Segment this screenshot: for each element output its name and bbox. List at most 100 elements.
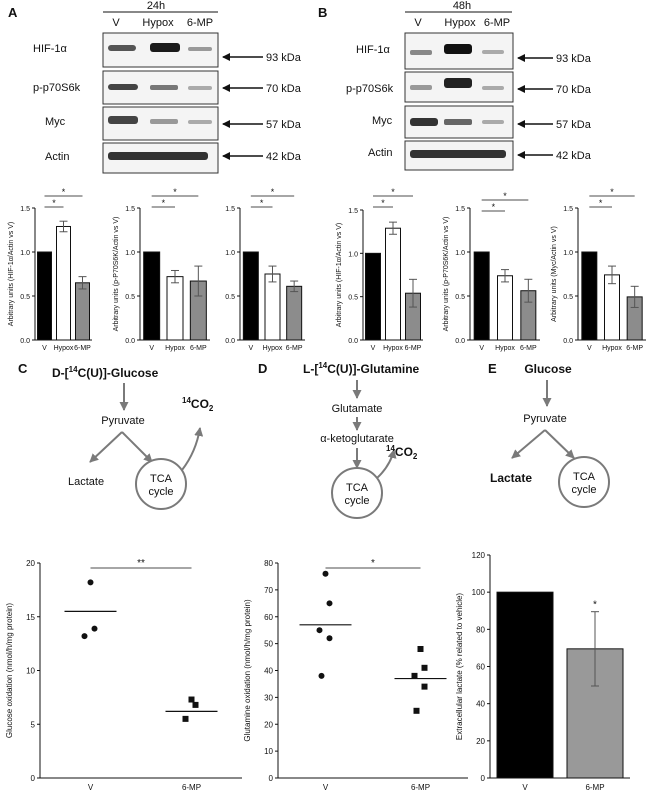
y-tick-label: 1.0 bbox=[125, 250, 135, 257]
x-tick-label: Hypox bbox=[54, 345, 74, 352]
x-tick-label: V bbox=[587, 345, 592, 352]
band bbox=[108, 152, 208, 160]
panel-label-d: D bbox=[258, 361, 267, 376]
x-tick-label: Hypox bbox=[263, 345, 283, 352]
blot-a-lane-v: V bbox=[112, 17, 120, 29]
data-point bbox=[322, 570, 329, 577]
y-tick-label: 0.5 bbox=[125, 294, 135, 301]
pathway-e: E Glucose Pyruvate Lactate TCA cycle bbox=[488, 361, 610, 508]
data-point bbox=[182, 715, 189, 722]
bar bbox=[75, 282, 90, 341]
blot-a-p70-row: p-p70S6k 70 kDa bbox=[33, 70, 302, 105]
blot-a-kda: 93 kDa bbox=[266, 52, 302, 64]
blot-b-lane-hypox: Hypox bbox=[444, 17, 476, 29]
chart-B-hif: 0.0 0.5 1.0 1.5 Arbitrary units (HIF-1α/Acti… bbox=[336, 187, 423, 352]
band bbox=[150, 119, 178, 124]
chart-C-scatter: 0 5 10 15 20 Glucose oxidation (nmol/h/mg pro… bbox=[5, 558, 242, 792]
bar bbox=[497, 275, 513, 341]
y-tick-label: 5 bbox=[31, 720, 36, 729]
pathway-c: C D-[14C(U)]-Glucose Pyruvate Lactate TC… bbox=[18, 361, 214, 510]
y-tick-label: 60 bbox=[264, 613, 273, 622]
bar bbox=[385, 227, 401, 341]
pathway-e-tca-circle bbox=[558, 456, 610, 508]
pathway-c-pyruvate: Pyruvate bbox=[101, 415, 144, 427]
x-tick-label: V bbox=[323, 783, 329, 792]
y-tick-label: 20 bbox=[26, 559, 35, 568]
x-tick-label: Hypox bbox=[165, 345, 185, 352]
chart-B-p70: 0.0 0.5 1.0 1.5 Arbitrary units (p-P70S6K/Ac… bbox=[443, 191, 540, 352]
band bbox=[150, 43, 180, 52]
blot-a-kda: 42 kDa bbox=[266, 151, 302, 163]
y-tick-label: 1.0 bbox=[225, 250, 235, 257]
y-tick-label: 0.5 bbox=[225, 294, 235, 301]
y-tick-label: 80 bbox=[476, 625, 485, 634]
data-point bbox=[326, 635, 333, 642]
blot-b-kda: 42 kDa bbox=[556, 150, 592, 162]
bar bbox=[286, 285, 303, 341]
y-tick-label: 0.5 bbox=[563, 294, 573, 301]
bar bbox=[37, 251, 52, 341]
band bbox=[108, 84, 138, 90]
significance-star: * bbox=[162, 198, 166, 208]
band bbox=[108, 45, 136, 51]
data-point bbox=[411, 672, 418, 679]
band bbox=[188, 86, 212, 90]
x-tick-label: Hypox bbox=[383, 345, 403, 352]
blot-b-actin-row: Actin 42 kDa bbox=[368, 140, 592, 171]
band bbox=[482, 120, 504, 124]
y-axis-label: Arbitrary units (Myc/Actin vs V) bbox=[551, 226, 558, 322]
x-tick-label: V bbox=[42, 345, 47, 352]
significance-star: ** bbox=[137, 558, 145, 569]
chart-B-myc: 0.0 0.5 1.0 1.5 Arbitrary units (Myc/Actin v… bbox=[551, 187, 646, 352]
y-tick-label: 40 bbox=[476, 700, 485, 709]
x-tick-label: V bbox=[522, 783, 528, 792]
y-tick-label: 15 bbox=[26, 613, 35, 622]
band bbox=[410, 85, 432, 90]
significance-star: * bbox=[503, 191, 507, 201]
y-tick-label: 1.0 bbox=[20, 250, 30, 257]
significance-star: * bbox=[492, 202, 496, 212]
band bbox=[410, 150, 506, 158]
blot-a-kda: 70 kDa bbox=[266, 83, 302, 95]
significance-star: * bbox=[173, 187, 177, 197]
data-point bbox=[87, 579, 94, 586]
blot-b-hif1a-row: HIF-1α 93 kDa bbox=[356, 32, 592, 70]
pathway-e-cycle: cycle bbox=[571, 484, 596, 496]
x-tick-label: 6-MP bbox=[190, 345, 207, 352]
y-tick-label: 1.5 bbox=[563, 206, 573, 213]
significance-star: * bbox=[593, 600, 597, 611]
data-point bbox=[192, 701, 199, 708]
y-tick-label: 1.5 bbox=[455, 206, 465, 213]
panel-label-a: A bbox=[8, 5, 18, 20]
x-tick-label: Hypox bbox=[495, 345, 515, 352]
pathway-d-substrate: L-[14C(U)]-Glutamine bbox=[303, 361, 420, 376]
y-tick-label: 60 bbox=[476, 663, 485, 672]
band bbox=[188, 120, 212, 124]
x-tick-label: V bbox=[479, 345, 484, 352]
data-point bbox=[91, 625, 98, 632]
blot-a-row-label: HIF-1α bbox=[33, 43, 68, 55]
blot-a-row-label: Myc bbox=[45, 116, 66, 128]
x-tick-label: V bbox=[149, 345, 154, 352]
y-axis-label: Glutamine oxidation (nmol/h/mg protein) bbox=[243, 599, 252, 742]
x-tick-label: Hypox bbox=[602, 345, 622, 352]
pathway-d-tca: TCA bbox=[346, 482, 369, 494]
y-tick-label: 0 bbox=[31, 774, 36, 783]
pathway-c-tca: TCA bbox=[150, 473, 173, 485]
x-tick-label: V bbox=[371, 345, 376, 352]
y-tick-label: 0 bbox=[481, 774, 486, 783]
blot-b-kda: 70 kDa bbox=[556, 84, 592, 96]
bar bbox=[166, 276, 184, 341]
y-tick-label: 1.0 bbox=[563, 250, 573, 257]
blot-a-actin-row: Actin 42 kDa bbox=[45, 142, 302, 174]
y-axis-label: Arbitrary units (p-P70S6K/Actin vs V) bbox=[113, 217, 120, 332]
blot-a-kda: 57 kDa bbox=[266, 119, 302, 131]
y-tick-label: 1.5 bbox=[348, 208, 358, 215]
blot-a-row-label: Actin bbox=[45, 151, 69, 163]
blot-a-lane-6mp: 6-MP bbox=[187, 17, 213, 29]
y-tick-label: 1.5 bbox=[125, 206, 135, 213]
data-point bbox=[417, 646, 424, 652]
data-point bbox=[188, 696, 195, 703]
chart-A-hif: 0.0 0.5 1.0 1.5 Arbitrary units (HIF-1α/Acti… bbox=[8, 187, 92, 352]
band bbox=[444, 44, 472, 54]
